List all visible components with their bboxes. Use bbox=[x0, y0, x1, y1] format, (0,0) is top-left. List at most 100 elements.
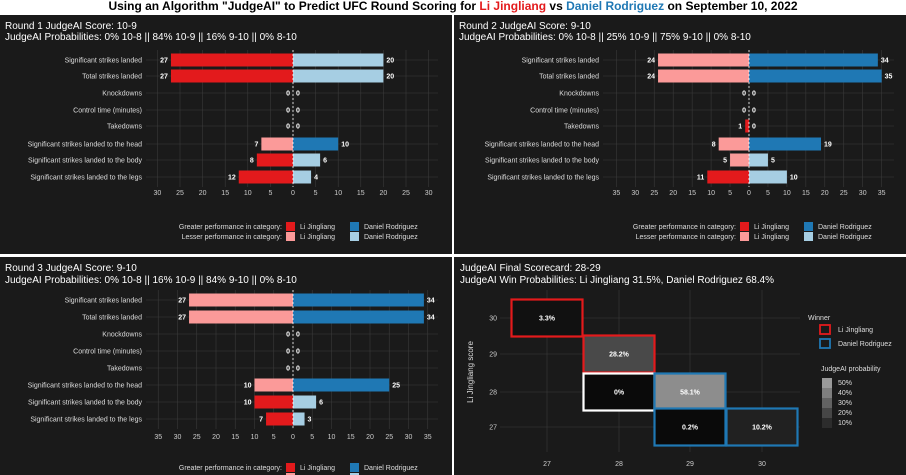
bar-li-jingliang bbox=[730, 153, 749, 167]
data-label-daniel-rodriguez: 0 bbox=[296, 366, 300, 373]
y-tick-label: Significant strikes landed to the legs bbox=[487, 175, 599, 182]
bar-daniel-rodriguez bbox=[293, 69, 384, 83]
data-label-daniel-rodriguez: 25 bbox=[392, 383, 400, 390]
x-tick-label: 25 bbox=[650, 190, 658, 197]
heatmap-cell bbox=[725, 407, 799, 447]
x-tick-label: 30 bbox=[425, 190, 433, 197]
y-tick-label: Significant strikes landed bbox=[65, 298, 143, 305]
page-title: Using an Algorithm "JudgeAI" to Predict … bbox=[0, 0, 906, 14]
data-label-li-jingliang: 1 bbox=[738, 124, 742, 131]
bar-daniel-rodriguez bbox=[293, 310, 424, 324]
legend-swatch-daniel-lesser bbox=[350, 473, 359, 475]
data-label-li-jingliang: 10 bbox=[244, 400, 252, 407]
legend-greater-label: Greater performance in category: bbox=[633, 224, 736, 231]
data-label-li-jingliang: 27 bbox=[178, 298, 186, 305]
chart-title: Round 3 JudgeAI Score: 9-10 bbox=[5, 263, 137, 274]
legend-swatch-daniel-greater bbox=[804, 222, 813, 231]
x-tick-label: 15 bbox=[347, 434, 355, 441]
x-tick-label: 30 bbox=[859, 190, 867, 197]
bar-li-jingliang bbox=[254, 395, 293, 409]
data-label-li-jingliang: 8 bbox=[712, 142, 716, 149]
legend-daniel-rodriguez: Daniel Rodriguez bbox=[364, 224, 418, 231]
title-prefix: Using an Algorithm "JudgeAI" to Predict … bbox=[108, 0, 480, 13]
x-tick-label: 29 bbox=[686, 461, 694, 468]
legend-lesser-label: Lesser performance in category: bbox=[636, 234, 736, 241]
x-tick-label: 30 bbox=[405, 434, 413, 441]
legend-daniel-rodriguez: Daniel Rodriguez bbox=[364, 465, 418, 472]
heatmap-cell-label: 58.1% bbox=[680, 390, 701, 397]
bar-daniel-rodriguez bbox=[293, 412, 305, 426]
x-tick-label: 5 bbox=[766, 190, 770, 197]
data-label-li-jingliang: 0 bbox=[286, 349, 290, 356]
bar-daniel-rodriguez bbox=[293, 170, 312, 184]
bar-li-jingliang bbox=[256, 153, 293, 167]
y-tick-label: Significant strikes landed to the legs bbox=[30, 175, 142, 182]
y-tick-label: Significant strikes landed bbox=[522, 58, 600, 65]
y-tick-label: Significant strikes landed to the body bbox=[28, 158, 143, 165]
y-tick-label: Significant strikes landed to the body bbox=[485, 158, 600, 165]
data-label-li-jingliang: 0 bbox=[286, 108, 290, 115]
chart-subtitle: JudgeAI Probabilities: 0% 10-8 || 16% 10… bbox=[5, 275, 297, 286]
legend-swatch-daniel-lesser bbox=[350, 232, 359, 241]
bar-daniel-rodriguez bbox=[293, 293, 424, 307]
data-label-daniel-rodriguez: 0 bbox=[296, 124, 300, 131]
legend-gradient-step bbox=[822, 378, 832, 388]
chart-title: Round 2 JudgeAI Score: 9-10 bbox=[459, 21, 591, 32]
y-tick-label: Control time (minutes) bbox=[73, 349, 142, 356]
y-axis-label: Li Jingliang score bbox=[466, 341, 475, 403]
data-label-li-jingliang: 27 bbox=[160, 58, 168, 65]
x-tick-label: 15 bbox=[221, 190, 229, 197]
legend-gradient-step bbox=[822, 388, 832, 398]
data-label-daniel-rodriguez: 0 bbox=[752, 124, 756, 131]
x-tick-label: 27 bbox=[543, 461, 551, 468]
legend-gradient-step bbox=[822, 418, 832, 428]
y-tick-label: Total strikes landed bbox=[82, 74, 142, 81]
legend-greater-label: Greater performance in category: bbox=[179, 465, 282, 472]
data-label-li-jingliang: 7 bbox=[259, 417, 263, 424]
x-tick-label: 15 bbox=[802, 190, 810, 197]
legend-swatch-li-greater bbox=[286, 222, 295, 231]
heatmap-cell bbox=[653, 372, 727, 412]
x-tick-label: 10 bbox=[328, 434, 336, 441]
legend-swatch-li-jingliang bbox=[819, 324, 831, 335]
legend-item: 20% bbox=[838, 410, 852, 417]
data-label-daniel-rodriguez: 0 bbox=[296, 108, 300, 115]
legend-greater-label: Greater performance in category: bbox=[179, 224, 282, 231]
x-tick-label: 20 bbox=[199, 190, 207, 197]
y-tick-label: Total strikes landed bbox=[539, 74, 599, 81]
y-tick-label: Takedowns bbox=[107, 124, 143, 131]
data-label-daniel-rodriguez: 10 bbox=[341, 142, 349, 149]
x-tick-label: 25 bbox=[402, 190, 410, 197]
bar-li-jingliang bbox=[707, 170, 749, 184]
chart-title: Round 1 JudgeAI Score: 10-9 bbox=[5, 21, 137, 32]
data-label-li-jingliang: 0 bbox=[286, 91, 290, 98]
data-label-daniel-rodriguez: 10 bbox=[790, 175, 798, 182]
bar-daniel-rodriguez bbox=[749, 53, 878, 67]
legend-item: 30% bbox=[838, 400, 852, 407]
x-tick-label: 5 bbox=[728, 190, 732, 197]
legend-winner: Winner Li Jingliang Daniel Rodriguez bbox=[808, 315, 892, 349]
heatmap-cell bbox=[653, 407, 727, 447]
panel-bg-3 bbox=[0, 257, 452, 475]
legend: Greater performance in category: Lesser p… bbox=[179, 222, 418, 241]
legend-gradient-step bbox=[822, 398, 832, 408]
y-tick-label: Knockdowns bbox=[102, 91, 142, 98]
heatmap-cell bbox=[582, 334, 656, 374]
data-label-daniel-rodriguez: 0 bbox=[296, 332, 300, 339]
data-label-daniel-rodriguez: 0 bbox=[296, 349, 300, 356]
data-label-daniel-rodriguez: 6 bbox=[319, 400, 323, 407]
data-label-li-jingliang: 7 bbox=[254, 142, 258, 149]
y-tick-label: Takedowns bbox=[564, 124, 600, 131]
bar-li-jingliang bbox=[238, 170, 293, 184]
legend-gradient-step bbox=[822, 408, 832, 418]
y-tick-label: Significant strikes landed to the head bbox=[28, 383, 143, 390]
bar-li-jingliang bbox=[266, 412, 293, 426]
x-tick-label: 28 bbox=[615, 461, 623, 468]
x-tick-label: 25 bbox=[193, 434, 201, 441]
x-tick-label: 20 bbox=[212, 434, 220, 441]
data-label-li-jingliang: 0 bbox=[742, 91, 746, 98]
chart-title: JudgeAI Final Scorecard: 28-29 bbox=[460, 263, 601, 274]
bar-li-jingliang bbox=[254, 378, 293, 392]
bar-li-jingliang bbox=[189, 310, 293, 324]
